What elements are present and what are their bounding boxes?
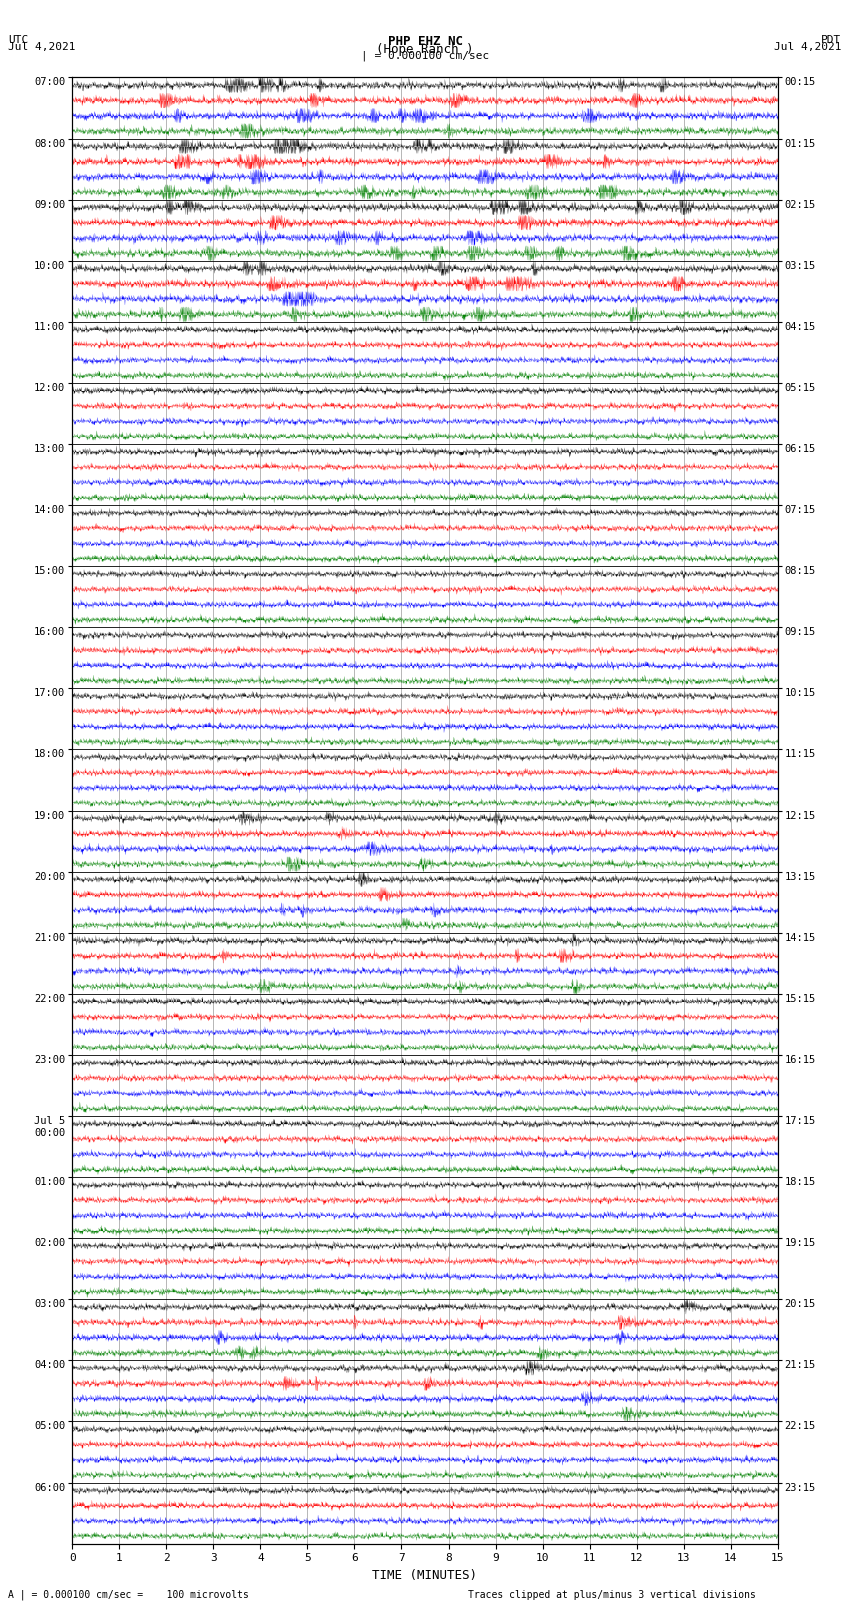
Text: Traces clipped at plus/minus 3 vertical divisions: Traces clipped at plus/minus 3 vertical … [468, 1590, 756, 1600]
X-axis label: TIME (MINUTES): TIME (MINUTES) [372, 1569, 478, 1582]
Text: A | = 0.000100 cm/sec =    100 microvolts: A | = 0.000100 cm/sec = 100 microvolts [8, 1589, 249, 1600]
Text: UTC: UTC [8, 35, 29, 45]
Text: | = 0.000100 cm/sec: | = 0.000100 cm/sec [361, 50, 489, 61]
Text: PHP EHZ NC: PHP EHZ NC [388, 35, 462, 48]
Text: (Hope Ranch ): (Hope Ranch ) [377, 44, 473, 56]
Text: Jul 4,2021: Jul 4,2021 [774, 42, 842, 52]
Text: Jul 4,2021: Jul 4,2021 [8, 42, 76, 52]
Text: PDT: PDT [821, 35, 842, 45]
